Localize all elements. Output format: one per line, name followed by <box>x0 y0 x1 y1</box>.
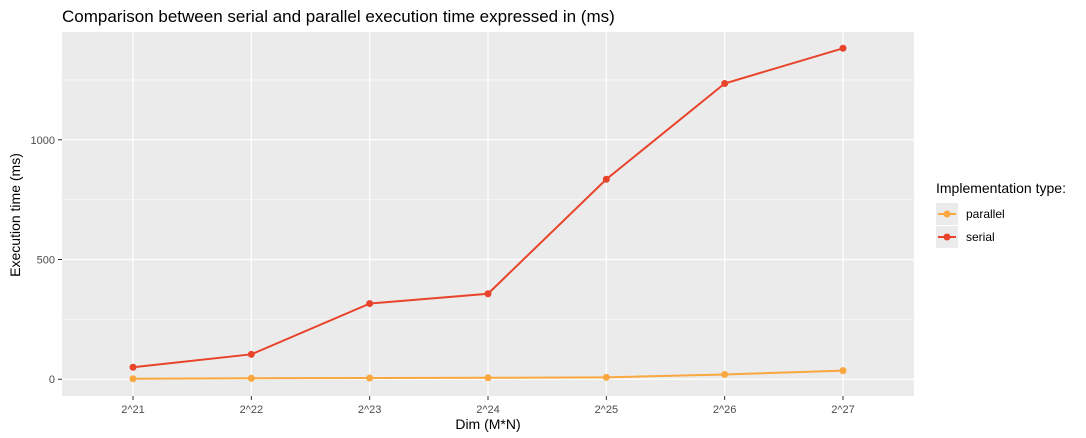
data-point-serial <box>129 363 137 371</box>
data-point-parallel <box>366 374 374 382</box>
y-axis: 0 500 1000 <box>31 135 62 386</box>
data-point-serial <box>839 44 847 52</box>
y-tick-label: 0 <box>49 374 55 386</box>
x-tick-label: 2^23 <box>358 404 382 416</box>
legend: Implementation type: parallel serial <box>936 180 1066 248</box>
x-axis: 2^21 2^22 2^23 2^24 2^25 2^26 2^27 <box>121 396 855 416</box>
data-point-parallel <box>721 370 729 378</box>
legend-label: parallel <box>966 207 1005 221</box>
data-point-parallel <box>247 374 255 382</box>
x-tick-label: 2^26 <box>713 404 737 416</box>
legend-title: Implementation type: <box>936 180 1066 196</box>
data-point-serial <box>602 175 610 183</box>
legend-item-serial: serial <box>936 226 995 248</box>
data-point-serial <box>366 300 374 308</box>
data-point-parallel <box>484 374 492 382</box>
data-point-parallel <box>602 373 610 381</box>
data-point-serial <box>247 350 255 358</box>
legend-item-parallel: parallel <box>936 203 1005 225</box>
data-point-serial <box>484 290 492 298</box>
y-axis-title: Execution time (ms) <box>7 153 23 277</box>
legend-label: serial <box>966 230 995 244</box>
x-tick-label: 2^25 <box>595 404 619 416</box>
data-point-parallel <box>839 367 847 375</box>
series-parallel <box>129 367 847 383</box>
series-serial <box>129 44 847 371</box>
x-tick-label: 2^24 <box>476 404 500 416</box>
series-layer <box>129 44 847 383</box>
data-point-parallel <box>129 375 137 383</box>
x-axis-title: Dim (M*N) <box>455 416 520 432</box>
chart-title: Comparison between serial and parallel e… <box>62 7 615 26</box>
y-tick-label: 500 <box>37 255 55 267</box>
x-tick-label: 2^22 <box>240 404 264 416</box>
legend-key-point <box>943 210 951 218</box>
x-tick-label: 2^21 <box>121 404 145 416</box>
x-tick-label: 2^27 <box>831 404 855 416</box>
y-tick-label: 1000 <box>31 135 55 147</box>
data-point-serial <box>721 79 729 87</box>
legend-key-point <box>943 233 951 241</box>
